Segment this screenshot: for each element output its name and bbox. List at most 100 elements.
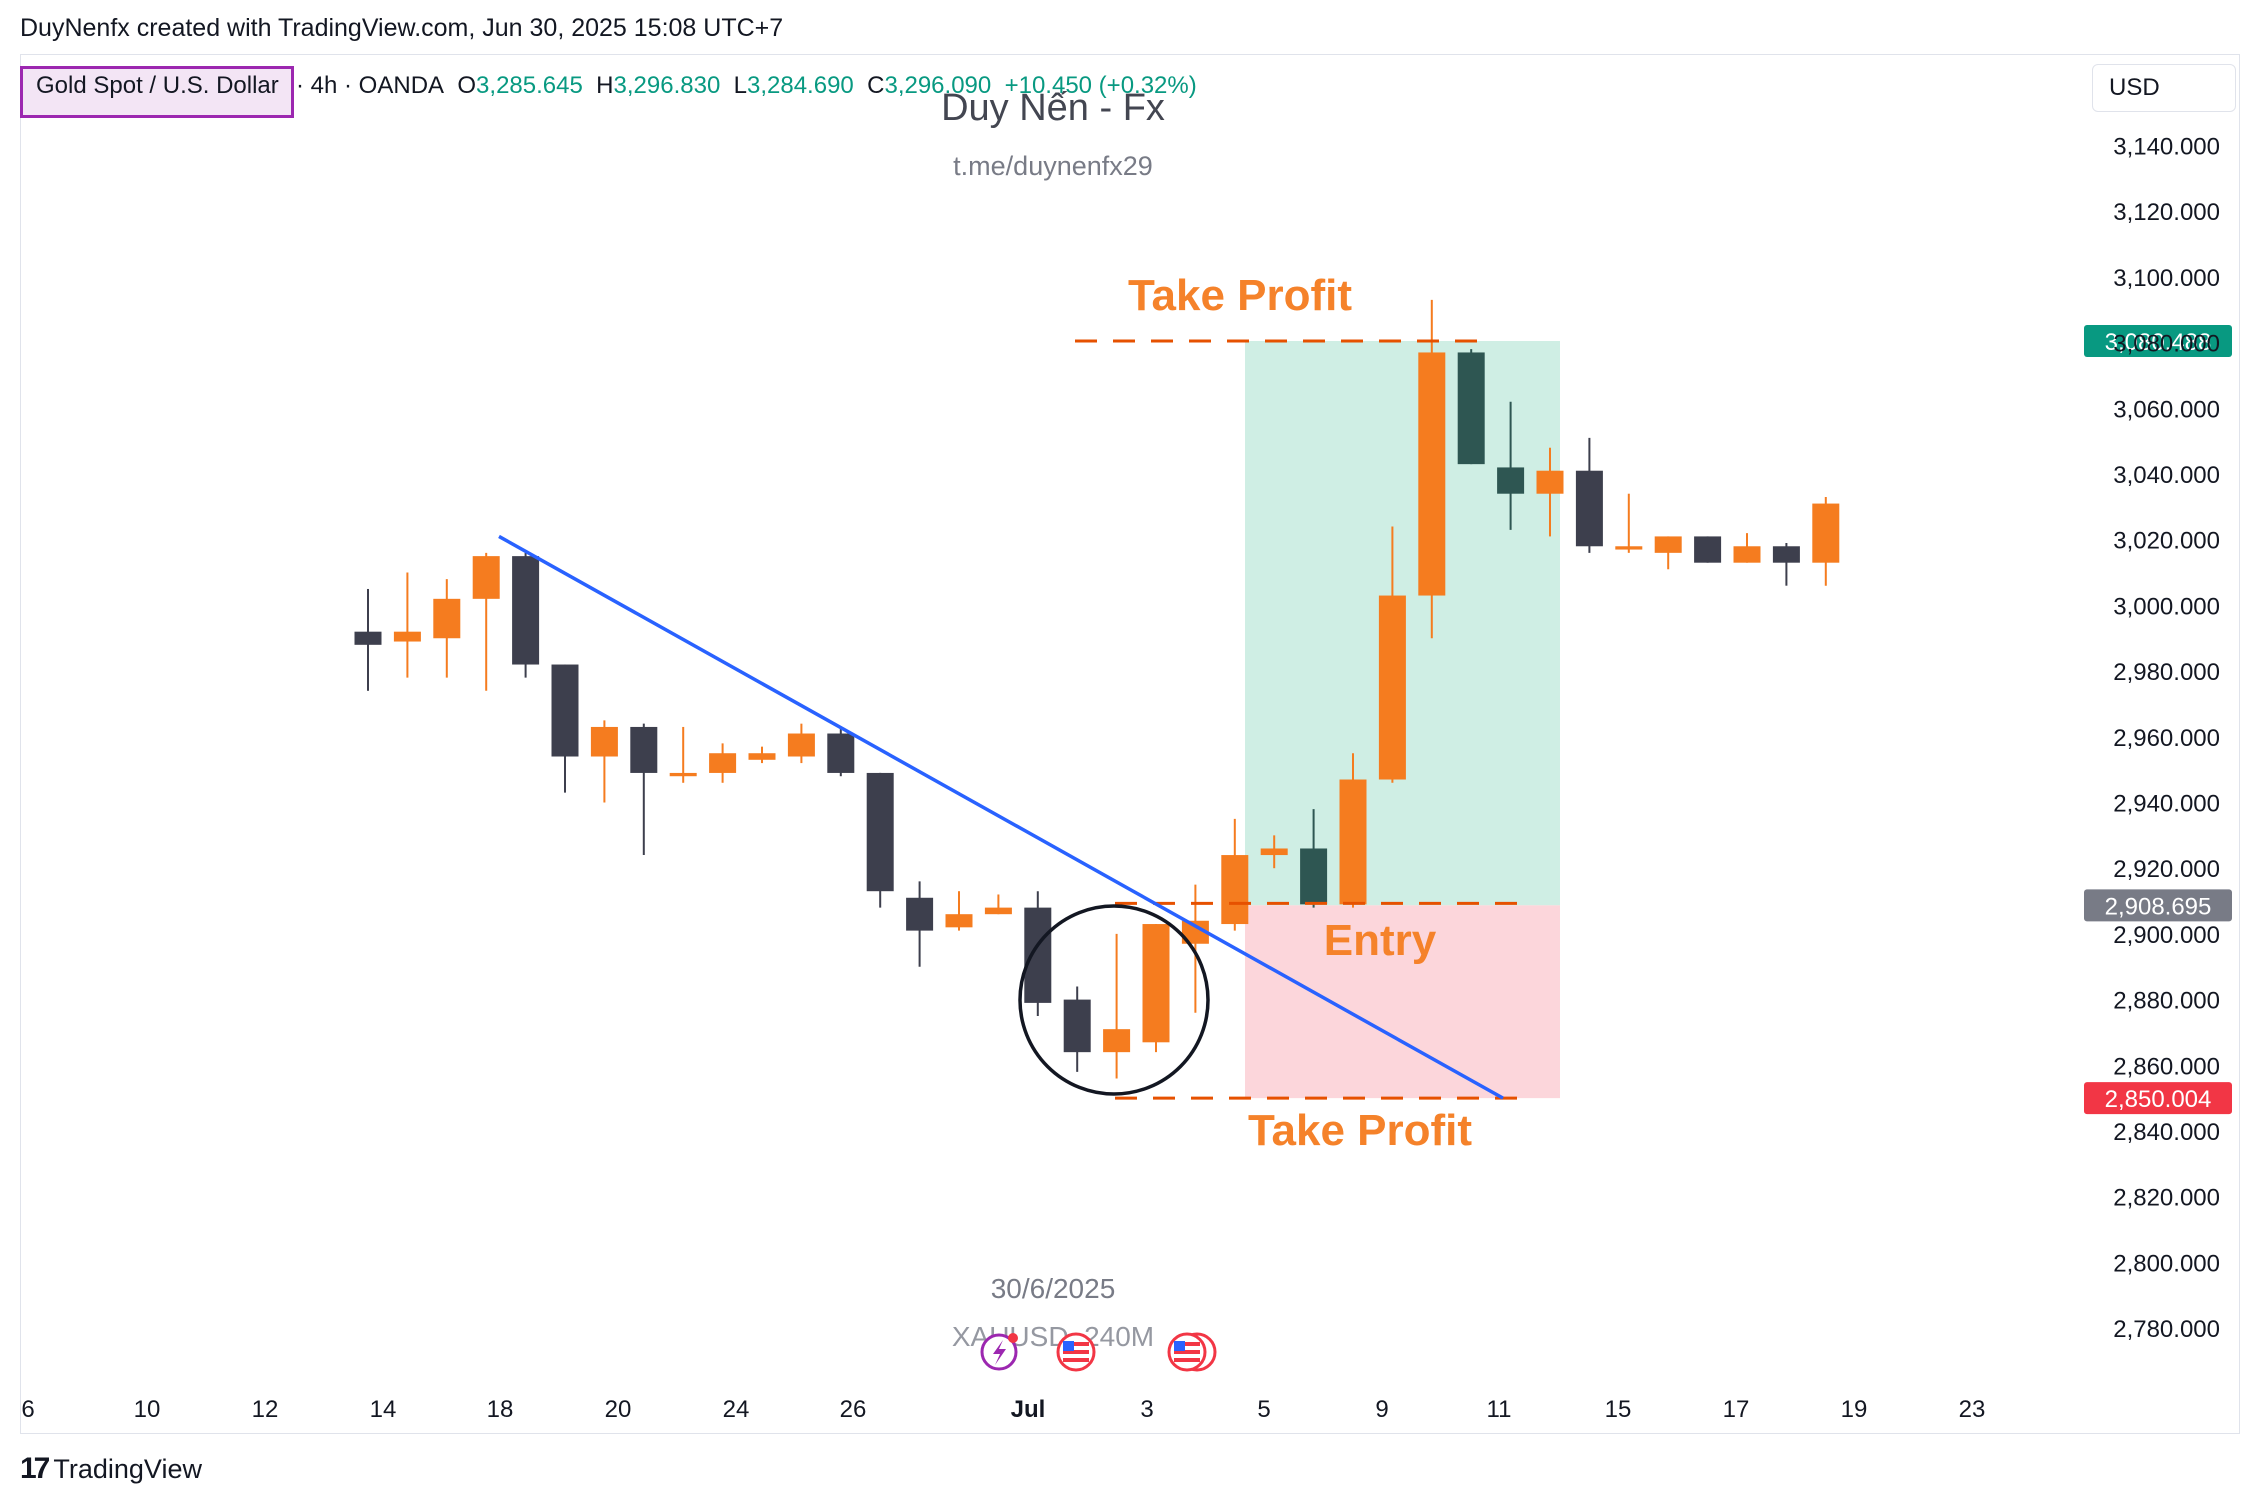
candle-body[interactable] <box>1812 503 1840 563</box>
entry-label: Entry <box>1324 916 1437 965</box>
entry-price-tag: 2,908.695 <box>2105 893 2212 920</box>
y-tick-label: 2,880.000 <box>2113 988 2220 1015</box>
x-tick-label: 20 <box>605 1396 632 1423</box>
candle-body[interactable] <box>787 733 815 757</box>
y-tick-label: 3,080.000 <box>2113 331 2220 358</box>
candle-body[interactable] <box>1181 920 1209 944</box>
us-flag-event-icon-2[interactable] <box>1167 1332 1217 1372</box>
y-tick-label: 3,100.000 <box>2113 265 2220 292</box>
candle-body[interactable] <box>472 556 500 599</box>
candle-body[interactable] <box>1654 536 1682 553</box>
x-tick-label: 3 <box>1140 1396 1153 1423</box>
symbol-name-box[interactable] <box>20 66 294 118</box>
entry-price-tag-bg <box>2084 889 2232 922</box>
open-value: 3,285.645 <box>476 72 583 99</box>
y-tick-label: 3,000.000 <box>2113 593 2220 620</box>
candle-body[interactable] <box>590 726 618 757</box>
candle-body[interactable] <box>1615 546 1643 550</box>
candle-body[interactable] <box>354 631 382 645</box>
us-flag-event-icon[interactable] <box>1056 1332 1096 1372</box>
low-label: L <box>733 72 747 99</box>
x-tick-label: 12 <box>252 1396 279 1423</box>
flash-event-icon[interactable] <box>980 1333 1018 1371</box>
downtrend-line[interactable] <box>498 534 1504 1100</box>
y-tick-label: 3,140.000 <box>2113 134 2220 161</box>
x-tick-label: 11 <box>1487 1396 1512 1423</box>
tradingview-logo[interactable]: 17 TradingView <box>20 1452 202 1486</box>
candle-body[interactable] <box>866 772 894 892</box>
watermark-date: 30/6/2025 <box>991 1273 1116 1304</box>
candle-body[interactable] <box>1339 779 1367 905</box>
candle-body[interactable] <box>630 726 658 773</box>
candle-body[interactable] <box>1260 848 1288 856</box>
x-tick-label: 19 <box>1841 1396 1868 1423</box>
y-tick-label: 3,120.000 <box>2113 199 2220 226</box>
x-tick-label: Jul <box>1011 1396 1046 1423</box>
y-tick-label: 2,800.000 <box>2113 1250 2220 1277</box>
symbol-name[interactable]: Gold Spot / U.S. Dollar <box>36 72 279 99</box>
candle-body[interactable] <box>433 598 461 639</box>
candle-body[interactable] <box>393 631 421 642</box>
y-tick-label: 3,040.000 <box>2113 462 2220 489</box>
close-value: 3,296.090 <box>884 72 992 99</box>
candle-body[interactable] <box>709 753 737 773</box>
x-tick-label: 15 <box>1605 1396 1632 1423</box>
candle-body[interactable] <box>1497 467 1525 494</box>
y-tick-label: 3,060.000 <box>2113 396 2220 423</box>
y-tick-label: 2,820.000 <box>2113 1185 2220 1212</box>
candle-body[interactable] <box>1103 1029 1131 1053</box>
candle-body[interactable] <box>1457 352 1485 465</box>
y-tick-label: 2,900.000 <box>2113 922 2220 949</box>
candle-body[interactable] <box>1063 999 1091 1053</box>
take-profit-lower-label: Take Profit <box>1248 1106 1472 1155</box>
x-tick-label: 6 <box>21 1396 34 1423</box>
candle-body[interactable] <box>1536 470 1564 494</box>
candle-body[interactable] <box>669 772 697 777</box>
y-tick-label: 2,860.000 <box>2113 1053 2220 1080</box>
candle-body[interactable] <box>1024 907 1052 1003</box>
y-tick-label: 2,960.000 <box>2113 725 2220 752</box>
candle-body[interactable] <box>1694 536 1722 563</box>
x-tick-label: 9 <box>1375 1396 1388 1423</box>
candle-body[interactable] <box>827 733 855 773</box>
watermark-subtitle: t.me/duynenfx29 <box>953 151 1153 181</box>
candle-body[interactable] <box>748 753 776 760</box>
high-label: H <box>596 72 614 99</box>
candle-body[interactable] <box>1300 848 1328 905</box>
candle-body[interactable] <box>1733 546 1761 563</box>
candle-body[interactable] <box>984 907 1012 915</box>
candle-body[interactable] <box>1221 855 1249 925</box>
candle-body[interactable] <box>1142 924 1170 1043</box>
high-value: 3,296.830 <box>613 72 721 99</box>
stop-zone[interactable] <box>1245 905 1560 1099</box>
ohlc-legend: · 4h · OANDA O3,285.645 H3,296.830 L3,28… <box>296 72 1197 100</box>
candle-body[interactable] <box>551 664 579 757</box>
low-value: 3,284.690 <box>747 72 854 99</box>
take-profit-price-tag-bg <box>2084 324 2232 357</box>
open-label: O <box>457 72 477 99</box>
lower-price-tag-bg <box>2084 1082 2232 1115</box>
y-tick-label: 2,840.000 <box>2113 1119 2220 1146</box>
candle-body[interactable] <box>1575 470 1603 547</box>
candle-body[interactable] <box>512 556 540 665</box>
y-tick-label: 2,940.000 <box>2113 791 2220 818</box>
x-tick-label: 10 <box>134 1396 161 1423</box>
candle-body[interactable] <box>945 914 973 928</box>
lower-price-tag: 2,850.004 <box>2105 1086 2212 1113</box>
x-tick-label: 26 <box>840 1396 867 1423</box>
take-profit-upper-label: Take Profit <box>1128 271 1352 320</box>
currency-selector[interactable]: USD <box>2092 64 2236 112</box>
close-label: C <box>867 72 885 99</box>
candle-body[interactable] <box>1378 595 1406 780</box>
candle-body[interactable] <box>1772 546 1800 563</box>
change-value: +10.450 (+0.32%) <box>1004 72 1197 99</box>
x-tick-label: 5 <box>1257 1396 1270 1423</box>
watermark-title: Duy Nến - Fx <box>941 87 1165 129</box>
chart-frame <box>20 54 2240 1434</box>
candle-body[interactable] <box>1418 352 1446 596</box>
highlight-circle[interactable] <box>1018 904 1210 1096</box>
x-tick-label: 24 <box>723 1396 750 1423</box>
x-tick-label: 17 <box>1723 1396 1750 1423</box>
candle-body[interactable] <box>906 897 934 931</box>
